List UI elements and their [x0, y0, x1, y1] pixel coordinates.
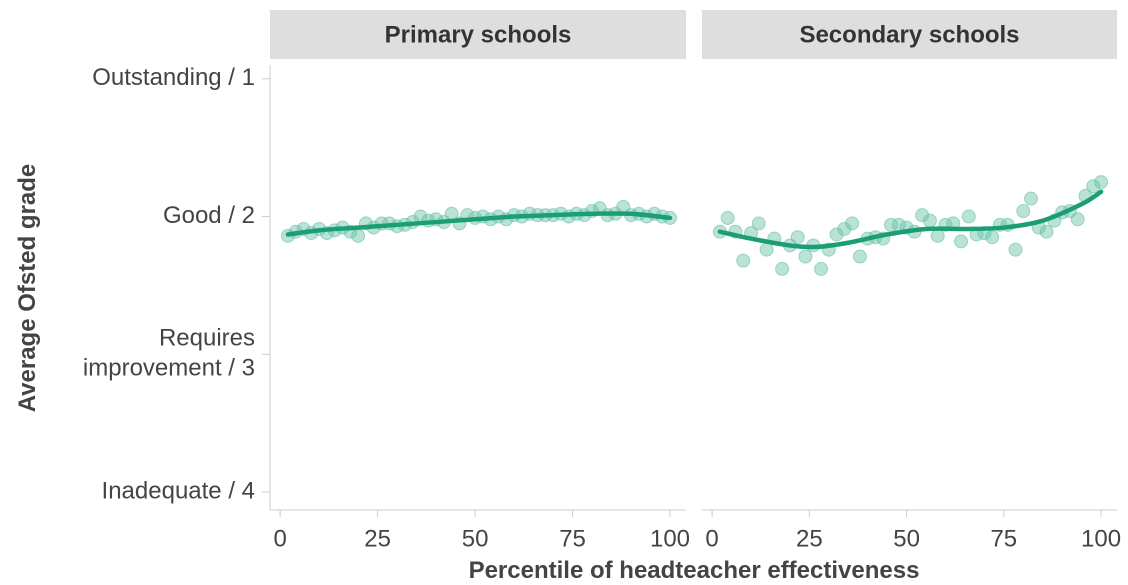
- point: [751, 216, 766, 231]
- x-tick-label: 0: [273, 525, 286, 552]
- point: [985, 230, 1000, 245]
- point: [954, 234, 969, 249]
- point: [814, 261, 829, 276]
- x-tick-label: 75: [559, 525, 586, 552]
- x-tick-label: 50: [462, 525, 489, 552]
- point: [775, 261, 790, 276]
- panel-title: Primary schools: [385, 21, 572, 48]
- point: [961, 209, 976, 224]
- point: [1070, 212, 1085, 227]
- x-axis-title: Percentile of headteacher effectiveness: [469, 557, 920, 584]
- point: [922, 213, 937, 228]
- point: [1086, 179, 1101, 194]
- x-tick-label: 50: [893, 525, 920, 552]
- point: [930, 228, 945, 243]
- panel-title: Secondary schools: [799, 21, 1019, 48]
- point: [852, 249, 867, 264]
- x-tick-label: 25: [364, 525, 391, 552]
- point: [790, 230, 805, 245]
- point: [720, 210, 735, 225]
- x-tick-label: 0: [705, 525, 718, 552]
- point: [736, 253, 751, 268]
- point: [798, 249, 813, 264]
- x-tick-label: 75: [990, 525, 1017, 552]
- point: [1016, 204, 1031, 219]
- point: [759, 242, 774, 257]
- strip: [270, 10, 686, 59]
- point: [1039, 224, 1054, 239]
- smooth-line: [717, 189, 1104, 250]
- x-tick-label: 100: [1081, 525, 1121, 552]
- smooth-line: [285, 211, 673, 237]
- y-tick-label: Inadequate / 4: [102, 477, 255, 504]
- point: [829, 227, 844, 242]
- x-tick-label: 25: [796, 525, 823, 552]
- x-tick-label: 100: [650, 525, 690, 552]
- y-tick-label: Requires improvement / 3: [83, 325, 255, 382]
- point: [837, 221, 852, 236]
- y-tick-label: Good / 2: [163, 202, 255, 229]
- y-axis-title: Average Ofsted grade: [14, 164, 41, 413]
- point: [351, 228, 366, 243]
- point: [915, 208, 930, 223]
- point: [1094, 175, 1109, 190]
- point: [1008, 242, 1023, 257]
- y-tick-label: Outstanding / 1: [92, 64, 255, 91]
- strip: [702, 10, 1117, 59]
- point: [884, 217, 899, 232]
- point: [845, 216, 860, 231]
- point: [1024, 191, 1039, 206]
